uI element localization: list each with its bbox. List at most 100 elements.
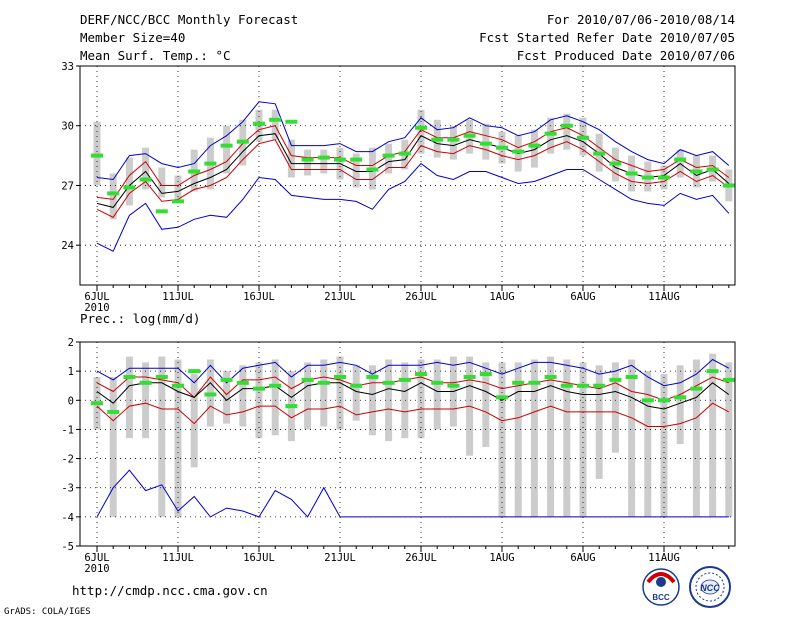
observed-marker	[593, 383, 606, 388]
observed-marker	[479, 141, 492, 146]
x-tick-label: 6AUG	[570, 291, 595, 303]
observed-marker	[204, 392, 217, 397]
x-tick-label: 1AUG	[489, 552, 514, 564]
observed-marker	[301, 377, 314, 382]
observed-marker	[641, 175, 654, 180]
observed-marker	[722, 183, 735, 188]
observed-marker	[107, 191, 120, 196]
observed-marker	[593, 151, 606, 156]
x-tick-label: 11AUG	[648, 291, 680, 303]
observed-marker	[366, 167, 379, 172]
observed-marker	[139, 380, 152, 385]
observed-marker	[269, 117, 282, 122]
observed-marker	[577, 383, 589, 388]
series-line-min	[96, 469, 729, 518]
plot-border	[79, 65, 736, 286]
observed-marker	[674, 395, 687, 400]
temp-variable-label: Mean Surf. Temp.: °C	[80, 48, 231, 63]
observed-marker	[334, 157, 346, 162]
spread-bar	[271, 109, 279, 140]
spread-bar	[352, 365, 360, 421]
observed-marker	[496, 395, 508, 400]
observed-marker	[269, 383, 282, 388]
series-line-upper	[96, 376, 729, 401]
footer-url[interactable]: http://cmdp.ncc.cma.gov.cn	[72, 583, 268, 598]
ncc-logo: NCC	[689, 566, 731, 608]
observed-marker	[415, 372, 427, 377]
spread-bar	[498, 362, 506, 517]
spread-bar	[190, 374, 198, 468]
observed-marker	[398, 377, 411, 382]
spread-bar	[142, 147, 150, 190]
observed-marker	[220, 377, 233, 382]
y-tick-label: 30	[61, 121, 74, 133]
observed-marker	[577, 135, 589, 140]
grads-credit: GrADS: COLA/IGES	[4, 607, 91, 617]
spread-bar	[514, 362, 522, 517]
observed-marker	[253, 386, 265, 391]
observed-marker	[658, 175, 670, 180]
observed-marker	[463, 374, 476, 379]
observed-marker	[317, 155, 330, 160]
observed-marker	[641, 398, 654, 403]
spread-bar	[482, 362, 490, 447]
series-line-max	[96, 358, 730, 387]
spread-bar	[287, 139, 295, 178]
spread-bar	[239, 365, 247, 427]
y-tick-label: -3	[61, 483, 74, 495]
plot-border	[79, 341, 736, 547]
observed-marker	[155, 374, 168, 379]
observed-marker	[123, 374, 136, 379]
y-tick-label: -5	[61, 541, 74, 553]
figure-title: DERF/NCC/BCC Monthly Forecast	[80, 12, 298, 27]
temperature-panel: 24 27 30 33 6JUL 11JUL 16JUL 21JUL 26JUL 1AUG 6AUG…	[61, 61, 736, 314]
observed-marker	[382, 153, 395, 158]
spread-bar	[368, 365, 376, 436]
observed-marker	[350, 383, 363, 388]
observed-marker	[560, 123, 573, 128]
spread-bar	[174, 359, 182, 517]
observed-marker	[415, 125, 427, 130]
spread-bar	[223, 371, 231, 424]
observed-marker	[172, 199, 184, 204]
ncc-logo-text: NCC	[700, 583, 720, 593]
observed-marker	[690, 169, 703, 174]
x-tick-label: 11AUG	[648, 552, 680, 564]
x-year-label: 2010	[84, 563, 109, 575]
spread-bar	[417, 359, 425, 439]
observed-marker	[155, 209, 168, 214]
spread-bar	[174, 175, 182, 200]
x-tick-label: 6AUG	[570, 552, 595, 564]
observed-marker	[609, 161, 622, 166]
observed-marker	[706, 369, 719, 374]
observed-marker	[674, 157, 687, 162]
forecast-produced-label: Fcst Produced Date 2010/07/06	[517, 48, 735, 63]
x-tick-label: 11JUL	[162, 291, 194, 303]
x-tick-label: 21JUL	[324, 552, 356, 564]
observed-marker	[447, 137, 460, 142]
spread-bar	[352, 153, 360, 188]
spread-bar	[271, 359, 279, 436]
observed-marker	[382, 380, 395, 385]
spread-bar	[401, 362, 409, 439]
observed-marker	[431, 380, 444, 385]
bcc-logo: BCC	[642, 568, 680, 606]
x-tick-label: 26JUL	[405, 552, 437, 564]
observed-marker	[560, 383, 573, 388]
series-line-mean	[96, 382, 730, 410]
y-tick-label: 33	[61, 61, 74, 73]
observed-marker	[528, 380, 541, 385]
spread-bar	[158, 167, 166, 198]
spread-bar	[304, 149, 312, 176]
spread-bar	[449, 125, 457, 160]
observed-marker	[690, 386, 703, 391]
x-tick-label: 6JUL	[84, 552, 109, 564]
x-tick-label: 16JUL	[243, 552, 275, 564]
spread-bar	[676, 365, 684, 444]
series-line-max	[96, 101, 730, 181]
spread-bar	[692, 359, 700, 517]
spread-bar	[125, 356, 133, 439]
observed-marker	[188, 369, 201, 374]
